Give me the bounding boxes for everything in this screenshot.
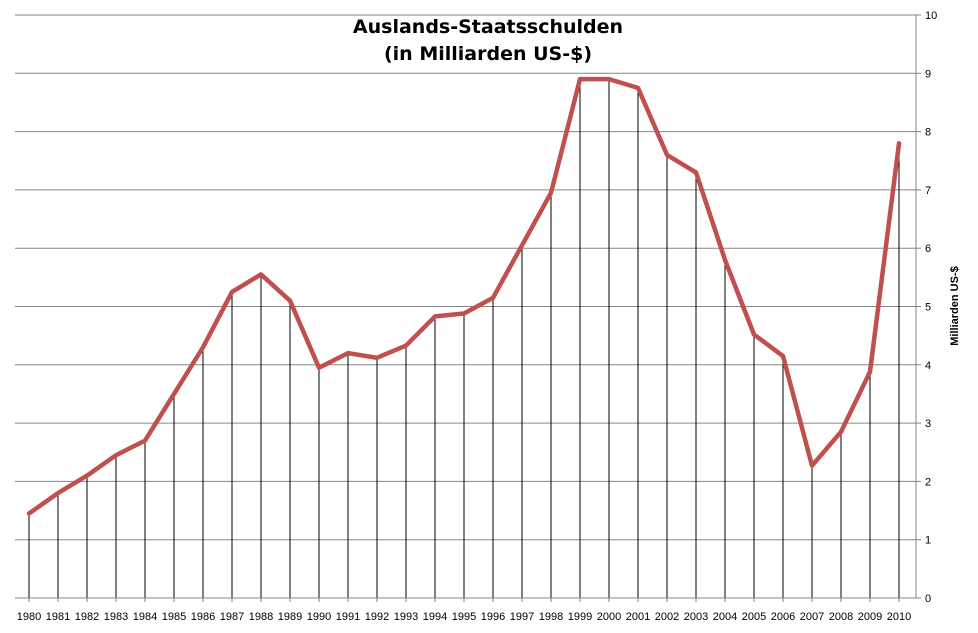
x-tick-label: 1996 xyxy=(481,611,505,623)
x-tick-label: 1993 xyxy=(394,611,418,623)
x-tick-label: 2001 xyxy=(626,611,650,623)
x-tick-label: 1987 xyxy=(220,611,244,623)
x-tick-label: 1995 xyxy=(452,611,476,623)
y-tick-label: 9 xyxy=(925,68,931,80)
x-tick-label: 1981 xyxy=(46,611,70,623)
x-tick-label: 2008 xyxy=(829,611,853,623)
x-tick-label: 1991 xyxy=(336,611,360,623)
y-axis-ticks: 0 1 2 3 4 5 6 7 8 9 10 xyxy=(916,10,937,605)
series-line xyxy=(26,76,902,516)
x-tick-label: 1984 xyxy=(133,611,157,623)
y-tick-label: 6 xyxy=(925,243,931,255)
y-tick-label: 7 xyxy=(925,185,931,197)
chart-title-line-1: Auslands-Staatsschulden xyxy=(353,16,623,38)
x-tick-label: 1989 xyxy=(278,611,302,623)
y-tick-label: 4 xyxy=(925,360,931,372)
x-tick-label: 1982 xyxy=(75,611,99,623)
x-tick-label: 1985 xyxy=(162,611,186,623)
x-tick-label: 2009 xyxy=(858,611,882,623)
drop-lines xyxy=(28,79,900,598)
gridlines xyxy=(15,14,916,541)
x-tick-label: 2007 xyxy=(800,611,824,623)
x-tick-label: 1997 xyxy=(510,611,534,623)
x-tick-label: 2003 xyxy=(684,611,708,623)
y-tick-label: 3 xyxy=(925,418,931,430)
y-tick-label: 0 xyxy=(925,593,931,605)
y-tick-label: 5 xyxy=(925,302,931,314)
x-tick-label: 1992 xyxy=(365,611,389,623)
y-axis-label: Milliarden US-$ xyxy=(949,266,961,345)
x-tick-label: 2004 xyxy=(713,611,737,623)
x-tick-label: 1986 xyxy=(191,611,215,623)
y-tick-label: 1 xyxy=(925,535,931,547)
x-tick-label: 2000 xyxy=(597,611,621,623)
y-tick-label: 8 xyxy=(925,127,931,139)
x-tick-label: 1988 xyxy=(249,611,273,623)
x-tick-label: 1998 xyxy=(539,611,563,623)
x-tick-label: 2005 xyxy=(742,611,766,623)
chart-title-line-2: (in Milliarden US-$) xyxy=(384,43,592,65)
x-tick-label: 2010 xyxy=(887,611,911,623)
x-tick-label: 1980 xyxy=(17,611,41,623)
x-tick-label: 1994 xyxy=(423,611,447,623)
x-tick-label: 1999 xyxy=(568,611,592,623)
x-tick-label: 1983 xyxy=(104,611,128,623)
x-axis-ticks: 1980 1981 1982 1983 1984 1985 1986 1987 1988 1989… xyxy=(17,598,911,623)
x-tick-label: 1990 xyxy=(307,611,331,623)
y-tick-label: 10 xyxy=(925,10,937,22)
y-tick-label: 2 xyxy=(925,476,931,488)
x-tick-label: 2002 xyxy=(655,611,679,623)
x-tick-label: 2006 xyxy=(771,611,795,623)
